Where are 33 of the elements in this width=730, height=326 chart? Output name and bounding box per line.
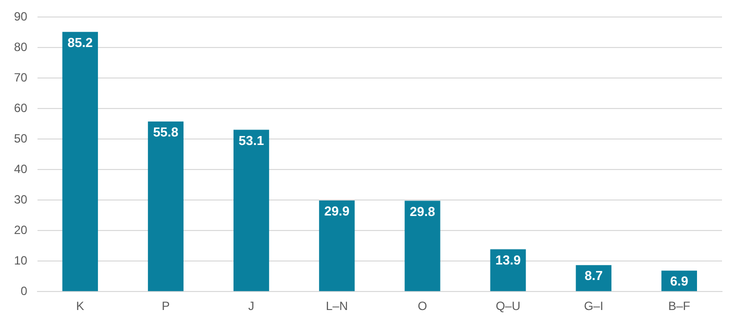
- data-label: 6.9: [670, 274, 688, 289]
- x-tick-label: B–F: [668, 299, 690, 314]
- bar: [490, 249, 526, 292]
- y-tick-label: 60: [14, 100, 28, 115]
- y-tick-label: 70: [14, 70, 28, 84]
- bar: [404, 200, 440, 292]
- y-tick-label: 90: [14, 10, 28, 24]
- y-tick-label: 30: [14, 192, 28, 206]
- y-tick-label: 40: [14, 162, 28, 176]
- bar: [62, 32, 98, 292]
- x-tick-label: J: [248, 299, 254, 314]
- x-tick-label: Q–U: [496, 299, 520, 314]
- x-tick-label: L–N: [326, 299, 348, 314]
- data-label: 29.8: [410, 204, 436, 219]
- x-tick-label: O: [418, 299, 428, 314]
- data-label: 8.7: [584, 268, 603, 284]
- y-tick-label: 50: [14, 131, 28, 146]
- data-label: 55.8: [153, 124, 178, 140]
- y-tick-label: 80: [14, 40, 28, 54]
- x-tick-label: G–I: [584, 299, 604, 314]
- data-label: 29.9: [324, 204, 350, 219]
- data-label: 85.2: [67, 34, 93, 50]
- x-tick-label: P: [162, 299, 170, 314]
- data-label: 13.9: [495, 252, 521, 268]
- bar: [234, 130, 270, 292]
- x-tick-label: K: [76, 299, 84, 314]
- bar: [319, 200, 355, 292]
- y-tick-label: 10: [14, 253, 28, 268]
- bar: [576, 265, 612, 292]
- y-tick-label: 0: [20, 284, 28, 298]
- y-tick-label: 20: [14, 222, 28, 237]
- data-label: 53.1: [238, 132, 264, 148]
- bar: [148, 121, 184, 292]
